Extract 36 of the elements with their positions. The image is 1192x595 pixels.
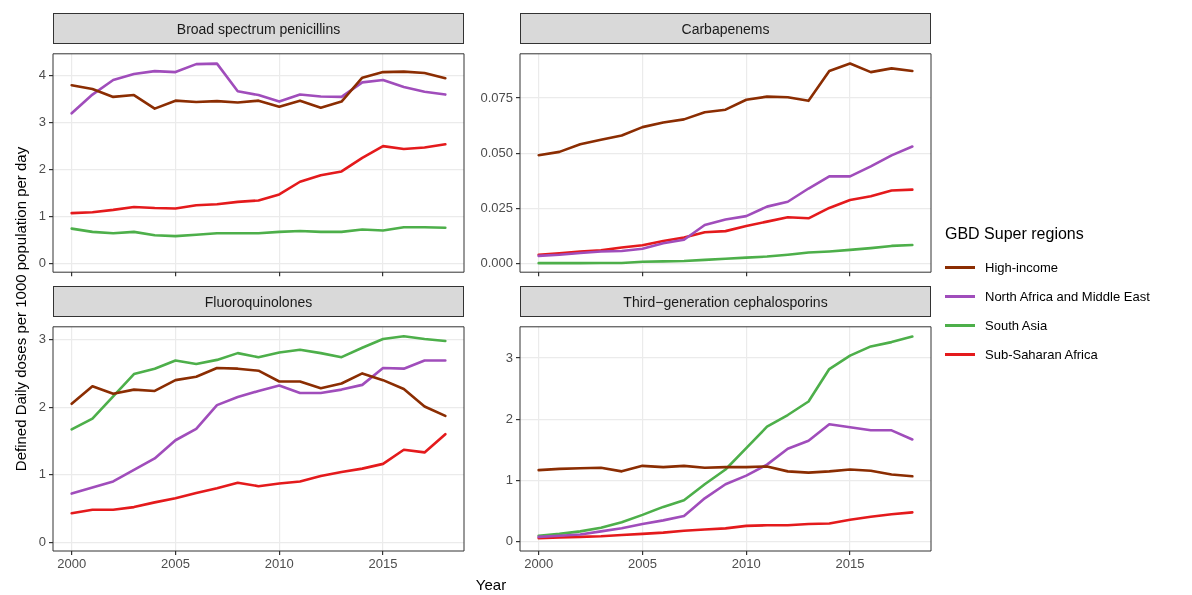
y-tick-label: 0.050 xyxy=(480,144,513,160)
y-tick-label: 1 xyxy=(38,466,46,482)
y-tick-label: 0.075 xyxy=(480,89,513,105)
y-tick-label: 2 xyxy=(505,410,513,426)
y-tick-label: 1 xyxy=(38,208,46,224)
x-tick-label: 2015 xyxy=(835,556,865,572)
x-tick-label: 2000 xyxy=(57,556,87,572)
y-tick-label: 3 xyxy=(505,349,513,365)
y-axis-title: Defined Daily doses per 1000 population per day xyxy=(11,146,29,472)
legend-label: High-income xyxy=(985,260,1058,275)
x-axis-title: Year xyxy=(475,576,507,593)
x-tick-label: 2005 xyxy=(161,556,190,572)
y-tick-label: 0 xyxy=(38,533,46,549)
y-tick-label: 2 xyxy=(38,161,46,177)
chart-title: Fluoroquinolones xyxy=(53,286,464,317)
y-tick-label: 2 xyxy=(38,398,46,414)
legend-label: North Africa and Middle East xyxy=(985,289,1150,304)
y-tick-label: 0.000 xyxy=(480,255,513,271)
y-tick-label: 0.025 xyxy=(480,199,513,215)
legend-label: Sub-Saharan Africa xyxy=(985,347,1098,362)
y-tick-label: 3 xyxy=(38,114,46,130)
chart-title: Carbapenems xyxy=(520,13,931,44)
y-tick-label: 0 xyxy=(505,533,513,549)
chart-title: Broad spectrum penicillins xyxy=(53,13,464,44)
y-tick-label: 1 xyxy=(505,472,513,488)
x-tick-label: 2015 xyxy=(368,556,398,572)
x-tick-label: 2010 xyxy=(264,556,294,572)
chart-title: Third−generation cephalosporins xyxy=(520,286,931,317)
legend-label: South Asia xyxy=(985,318,1048,333)
y-tick-label: 3 xyxy=(38,331,46,347)
x-tick-label: 2005 xyxy=(628,556,657,572)
y-tick-label: 4 xyxy=(38,67,46,83)
x-tick-label: 2000 xyxy=(524,556,554,572)
x-tick-label: 2010 xyxy=(731,556,761,572)
y-tick-label: 0 xyxy=(38,254,46,270)
legend-title: GBD Super regions xyxy=(945,225,1085,243)
